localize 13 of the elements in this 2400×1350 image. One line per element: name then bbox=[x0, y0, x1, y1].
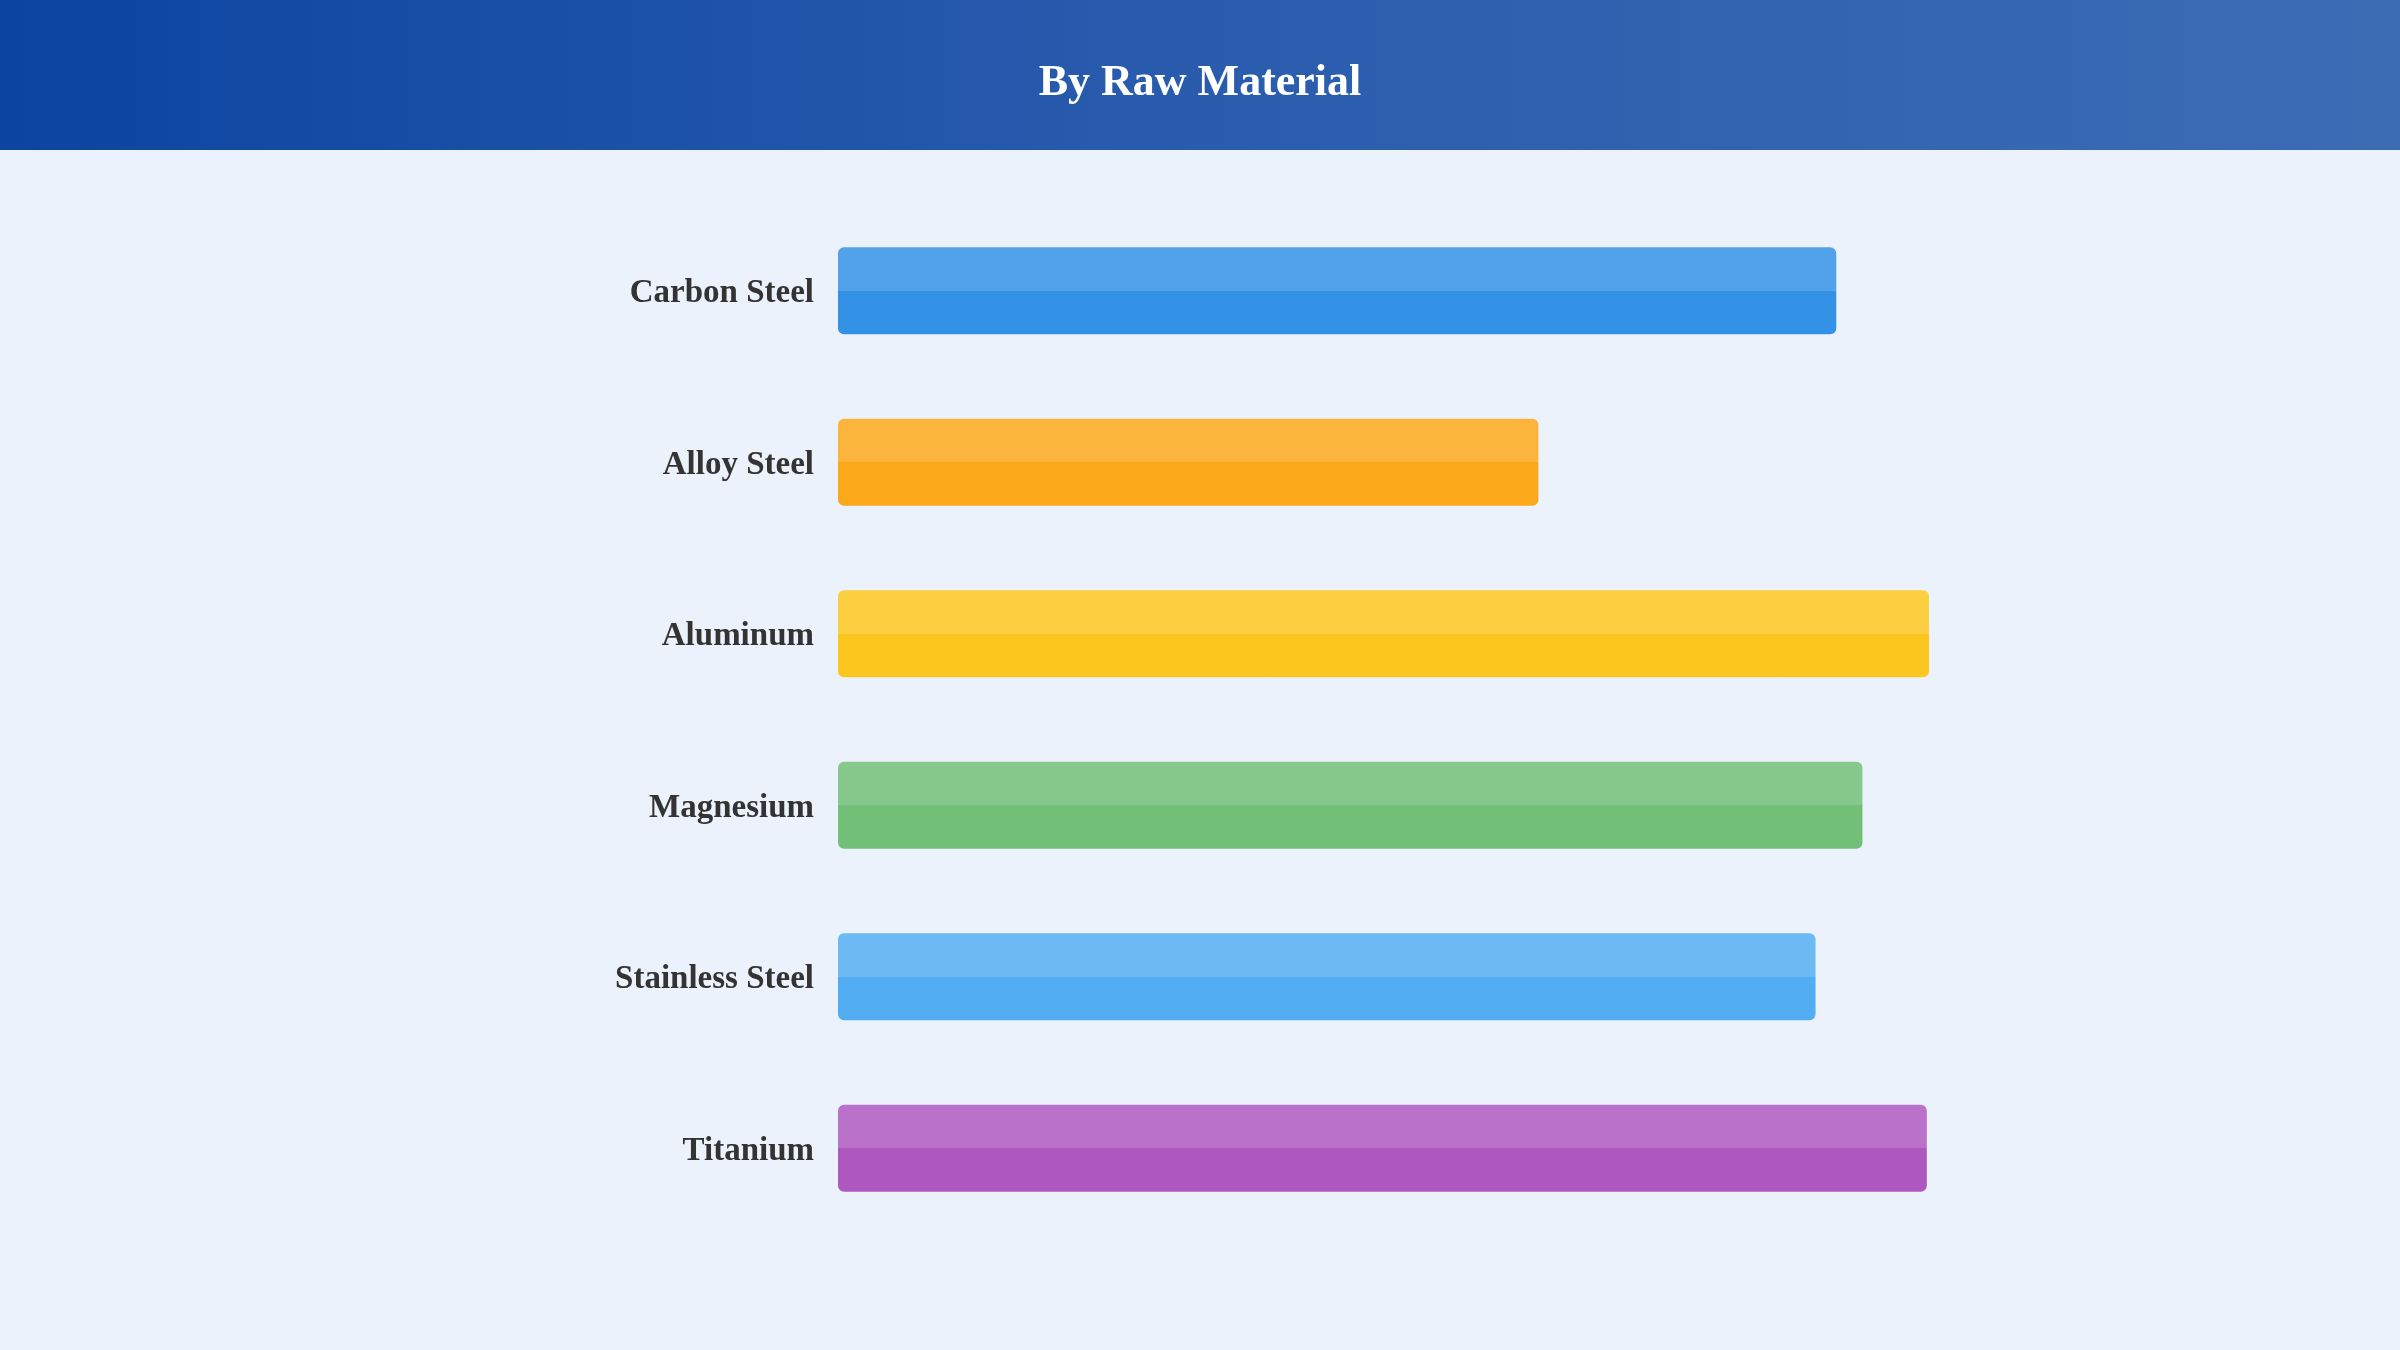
chart-title: By Raw Material bbox=[1038, 56, 1362, 105]
bar bbox=[838, 1104, 1927, 1192]
y-tick-label: Alloy Steel bbox=[662, 444, 814, 481]
y-tick-label: Magnesium bbox=[649, 787, 814, 824]
bar bbox=[838, 761, 1863, 849]
y-tick-label: Carbon Steel bbox=[629, 273, 814, 310]
y-tick-label: Aluminum bbox=[661, 616, 814, 653]
bar bbox=[838, 418, 1539, 506]
bar bbox=[838, 590, 1929, 678]
bar bbox=[838, 247, 1837, 335]
y-tick-label: Stainless Steel bbox=[615, 959, 814, 996]
y-tick-label: Titanium bbox=[682, 1130, 814, 1167]
bar bbox=[838, 933, 1816, 1021]
